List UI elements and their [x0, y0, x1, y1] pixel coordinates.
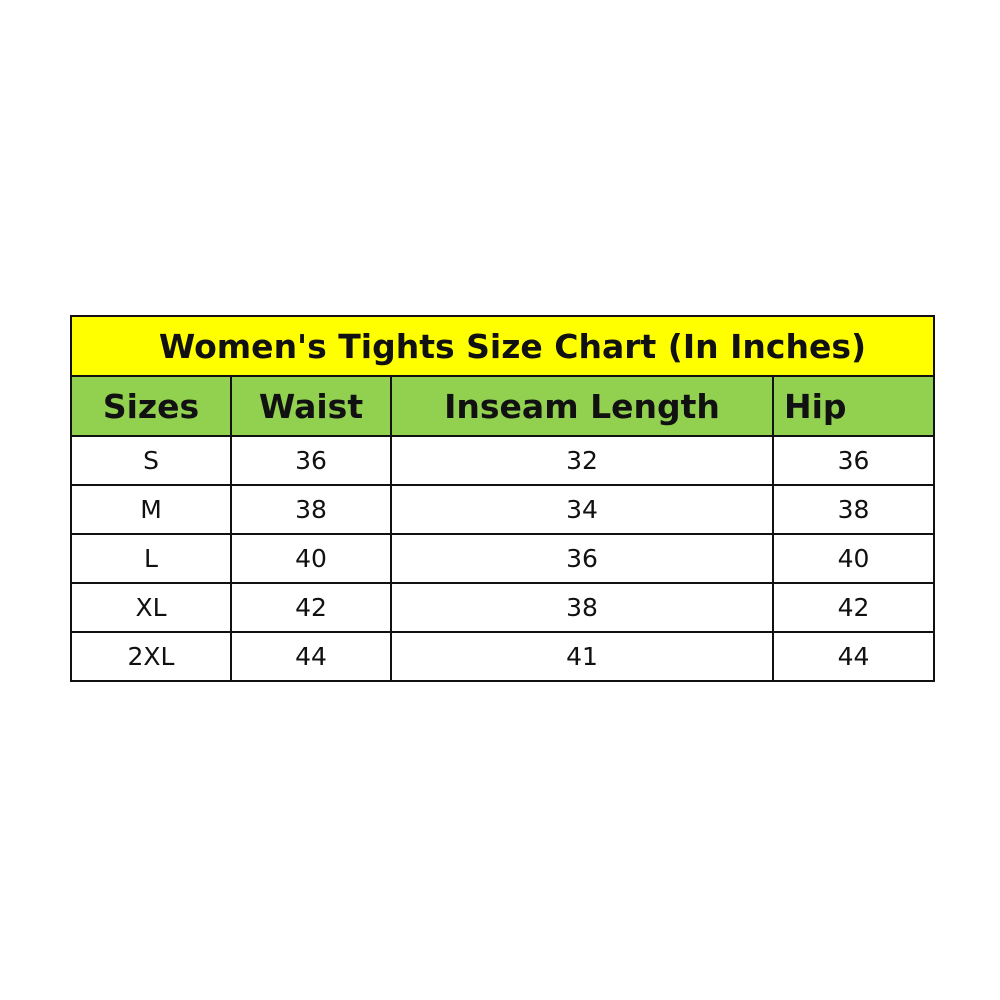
cell-size: L [70, 533, 232, 584]
table-row: M 38 34 38 [70, 484, 935, 535]
cell-waist: 42 [230, 582, 392, 633]
header-sizes: Sizes [70, 375, 232, 437]
cell-size: XL [70, 582, 232, 633]
table-row: S 36 32 36 [70, 435, 935, 486]
cell-size: 2XL [70, 631, 232, 682]
cell-hip: 38 [772, 484, 935, 535]
cell-hip: 40 [772, 533, 935, 584]
size-chart-table: Women's Tights Size Chart (In Inches) Si… [70, 315, 935, 682]
cell-hip: 44 [772, 631, 935, 682]
cell-size: M [70, 484, 232, 535]
cell-waist: 44 [230, 631, 392, 682]
chart-title: Women's Tights Size Chart (In Inches) [70, 315, 935, 377]
cell-waist: 40 [230, 533, 392, 584]
cell-inseam: 34 [390, 484, 774, 535]
cell-hip: 42 [772, 582, 935, 633]
cell-hip: 36 [772, 435, 935, 486]
cell-inseam: 41 [390, 631, 774, 682]
cell-inseam: 38 [390, 582, 774, 633]
cell-size: S [70, 435, 232, 486]
cell-waist: 36 [230, 435, 392, 486]
header-hip: Hip [772, 375, 935, 437]
table-row: 2XL 44 41 44 [70, 631, 935, 682]
table-row: L 40 36 40 [70, 533, 935, 584]
cell-inseam: 32 [390, 435, 774, 486]
cell-inseam: 36 [390, 533, 774, 584]
table-row: XL 42 38 42 [70, 582, 935, 633]
header-waist: Waist [230, 375, 392, 437]
header-inseam: Inseam Length [390, 375, 774, 437]
cell-waist: 38 [230, 484, 392, 535]
